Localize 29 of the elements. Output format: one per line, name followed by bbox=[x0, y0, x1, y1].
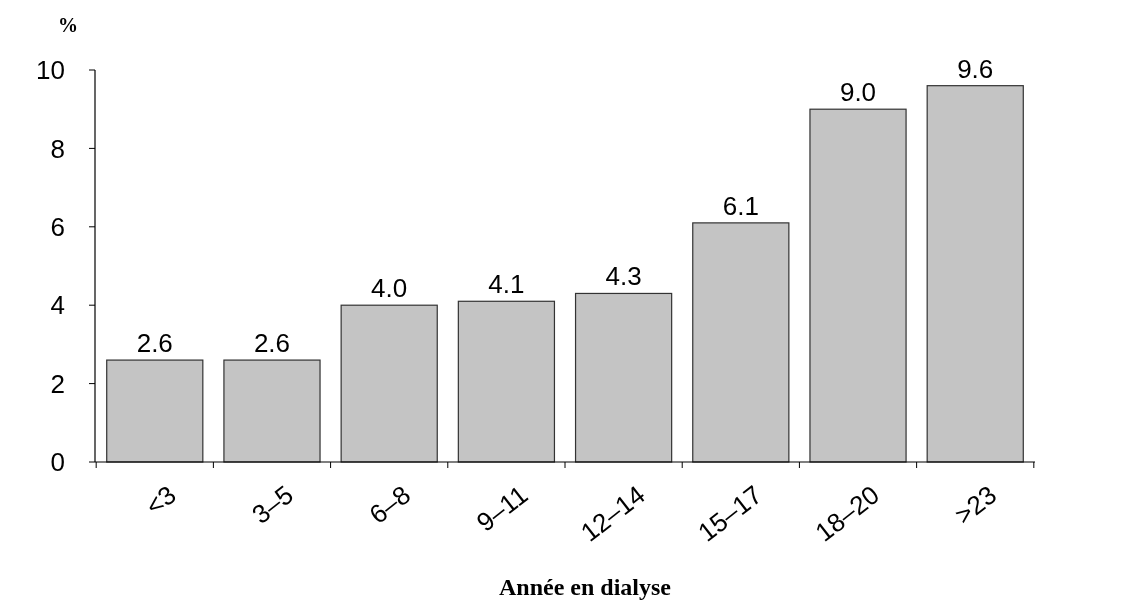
data-label: 6.1 bbox=[722, 190, 759, 221]
data-label: 9.0 bbox=[839, 77, 877, 108]
bar bbox=[340, 304, 438, 463]
bar bbox=[809, 108, 907, 463]
data-label: 4.3 bbox=[605, 261, 642, 292]
data-label: 4.0 bbox=[371, 273, 408, 304]
y-tick-label: 6 bbox=[50, 211, 65, 242]
y-tick-label: 4 bbox=[50, 290, 65, 321]
data-label: 4.1 bbox=[488, 269, 525, 300]
data-label: 2.6 bbox=[136, 328, 173, 359]
bar bbox=[926, 85, 1024, 463]
x-tick-label: >23 bbox=[948, 479, 1003, 531]
x-axis-title: Année en dialyse bbox=[498, 574, 672, 600]
y-tick-label: 10 bbox=[36, 55, 65, 86]
bar bbox=[457, 300, 556, 463]
y-tick-label: 2 bbox=[50, 368, 65, 399]
bar bbox=[574, 292, 673, 463]
y-tick-label: 8 bbox=[50, 133, 65, 164]
x-tick-label: 9–11 bbox=[470, 479, 534, 538]
x-tick-label: 6–8 bbox=[363, 479, 417, 530]
x-tick-label: <3 bbox=[139, 479, 182, 522]
x-tick-label: 3–5 bbox=[246, 479, 299, 530]
y-tick-label: 0 bbox=[50, 447, 65, 478]
bar bbox=[692, 222, 790, 463]
y-axis-title: % bbox=[58, 14, 78, 36]
bar bbox=[106, 359, 204, 463]
data-label: 9.6 bbox=[957, 53, 994, 84]
bar bbox=[223, 359, 321, 463]
data-label: 2.6 bbox=[253, 328, 291, 359]
